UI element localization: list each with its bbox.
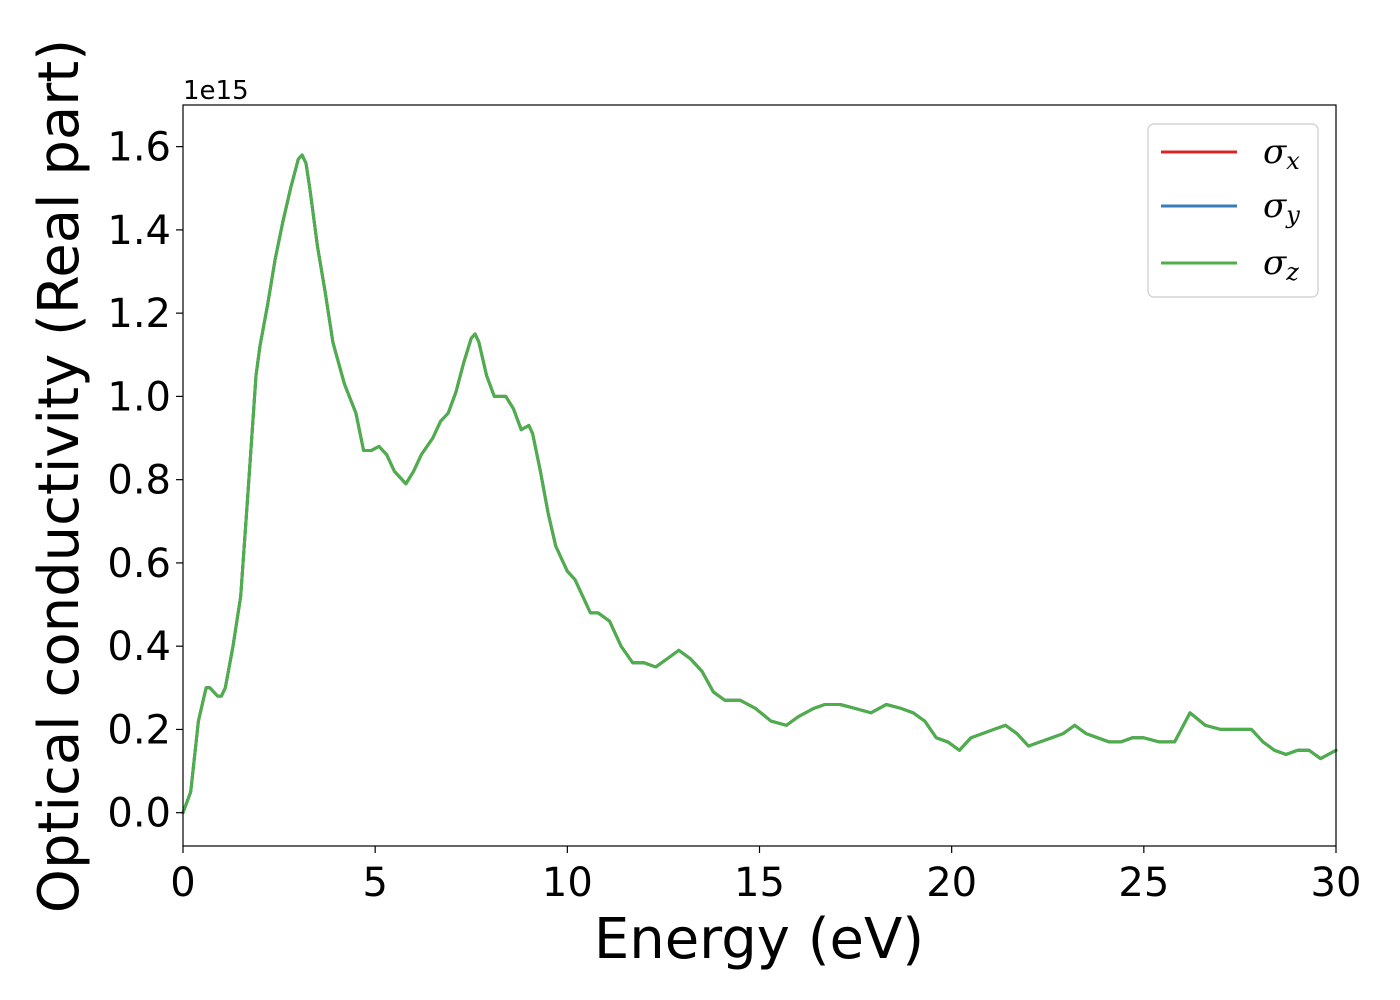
legend-box <box>1147 123 1319 298</box>
series-layer <box>181 153 1338 815</box>
plot-area <box>181 104 1338 847</box>
y-tick-label: 0.8 <box>107 458 171 504</box>
y-tick-label: 1.2 <box>107 291 171 337</box>
y-tick-label: 0.6 <box>107 541 171 587</box>
legend-symbol: σ <box>1263 132 1287 172</box>
legend-symbol: σ <box>1263 186 1287 226</box>
legend-label: σx <box>1263 132 1300 175</box>
y-tick-label: 0.4 <box>107 624 171 670</box>
legend-subscript: z <box>1285 258 1299 286</box>
x-tick-label: 20 <box>926 860 977 906</box>
x-tick-label: 25 <box>1118 860 1169 906</box>
y-offset-label: 1e15 <box>183 76 249 106</box>
x-tick-label: 15 <box>734 860 785 906</box>
y-axis-label: Optical conductivity (Real part) <box>27 39 92 913</box>
x-tick-label: 10 <box>542 860 593 906</box>
legend-subscript: y <box>1285 201 1300 229</box>
legend-label: σz <box>1263 243 1299 286</box>
x-tick-label: 5 <box>362 860 387 906</box>
y-tick-label: 0.0 <box>107 791 171 837</box>
x-axis-label: Energy (eV) <box>594 907 924 972</box>
x-tick-label: 0 <box>170 860 195 906</box>
y-tick-label: 1.0 <box>107 374 171 420</box>
legend-label: σy <box>1263 186 1300 229</box>
y-tick-label: 0.2 <box>107 707 171 753</box>
series-line-2 <box>181 153 1338 815</box>
x-axis-ticks: 0 5 10 15 20 25 30 <box>170 846 1361 906</box>
x-tick-label: 30 <box>1311 860 1362 906</box>
legend-symbol: σ <box>1263 243 1287 283</box>
y-tick-label: 1.6 <box>107 125 171 171</box>
legend-subscript: x <box>1286 147 1300 175</box>
y-axis-ticks: 0.0 0.2 0.4 0.6 0.8 1.0 1.2 1.4 1.6 <box>107 125 183 837</box>
y-tick-label: 1.4 <box>107 208 171 254</box>
